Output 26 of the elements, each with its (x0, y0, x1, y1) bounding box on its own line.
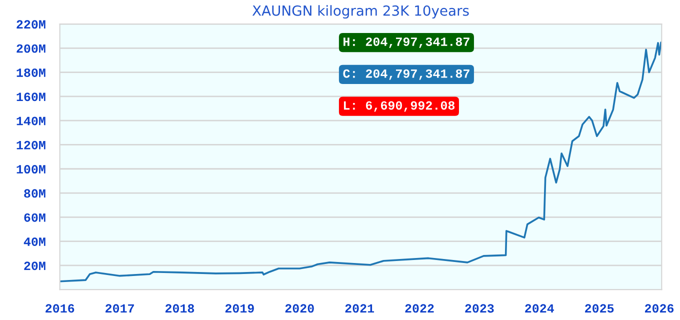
annotation: C: 204,797,341.87 (343, 69, 470, 80)
x-tick-label: 2025 (585, 304, 614, 313)
x-tick-label: 2018 (165, 304, 194, 313)
annotation: H: 204,797,341.87 (344, 37, 470, 48)
x-tick-label: 2023 (465, 304, 494, 313)
y-tick-label: 120M (16, 140, 46, 150)
y-tick-label: 20M (24, 262, 46, 270)
x-tick-label: 2026 (644, 304, 674, 313)
x-tick-label: 2016 (46, 304, 74, 313)
y-tick-label: 80M (24, 189, 46, 198)
x-tick-label: 2019 (225, 304, 254, 313)
y-tick-label: 160M (16, 92, 46, 102)
x-tick-label: 2021 (345, 304, 374, 313)
y-tick-label: 100M (16, 165, 46, 174)
y-tick-label: 180M (16, 68, 46, 77)
x-tick-label: 2024 (525, 304, 554, 313)
y-tick-label: 200M (16, 44, 46, 53)
x-tick-label: 2017 (106, 304, 134, 313)
y-tick-label: 140M (16, 116, 46, 126)
chart-title: XAUNGN kilogram 23K 10years (252, 5, 469, 19)
y-tick-label: 220M (16, 20, 46, 29)
x-tick-label: 2022 (405, 304, 434, 313)
x-tick-label: 2020 (285, 304, 314, 313)
annotation: L: 6,690,992.08 (344, 101, 455, 112)
y-tick-label: 60M (24, 213, 46, 222)
y-tick-label: 40M (24, 237, 46, 246)
